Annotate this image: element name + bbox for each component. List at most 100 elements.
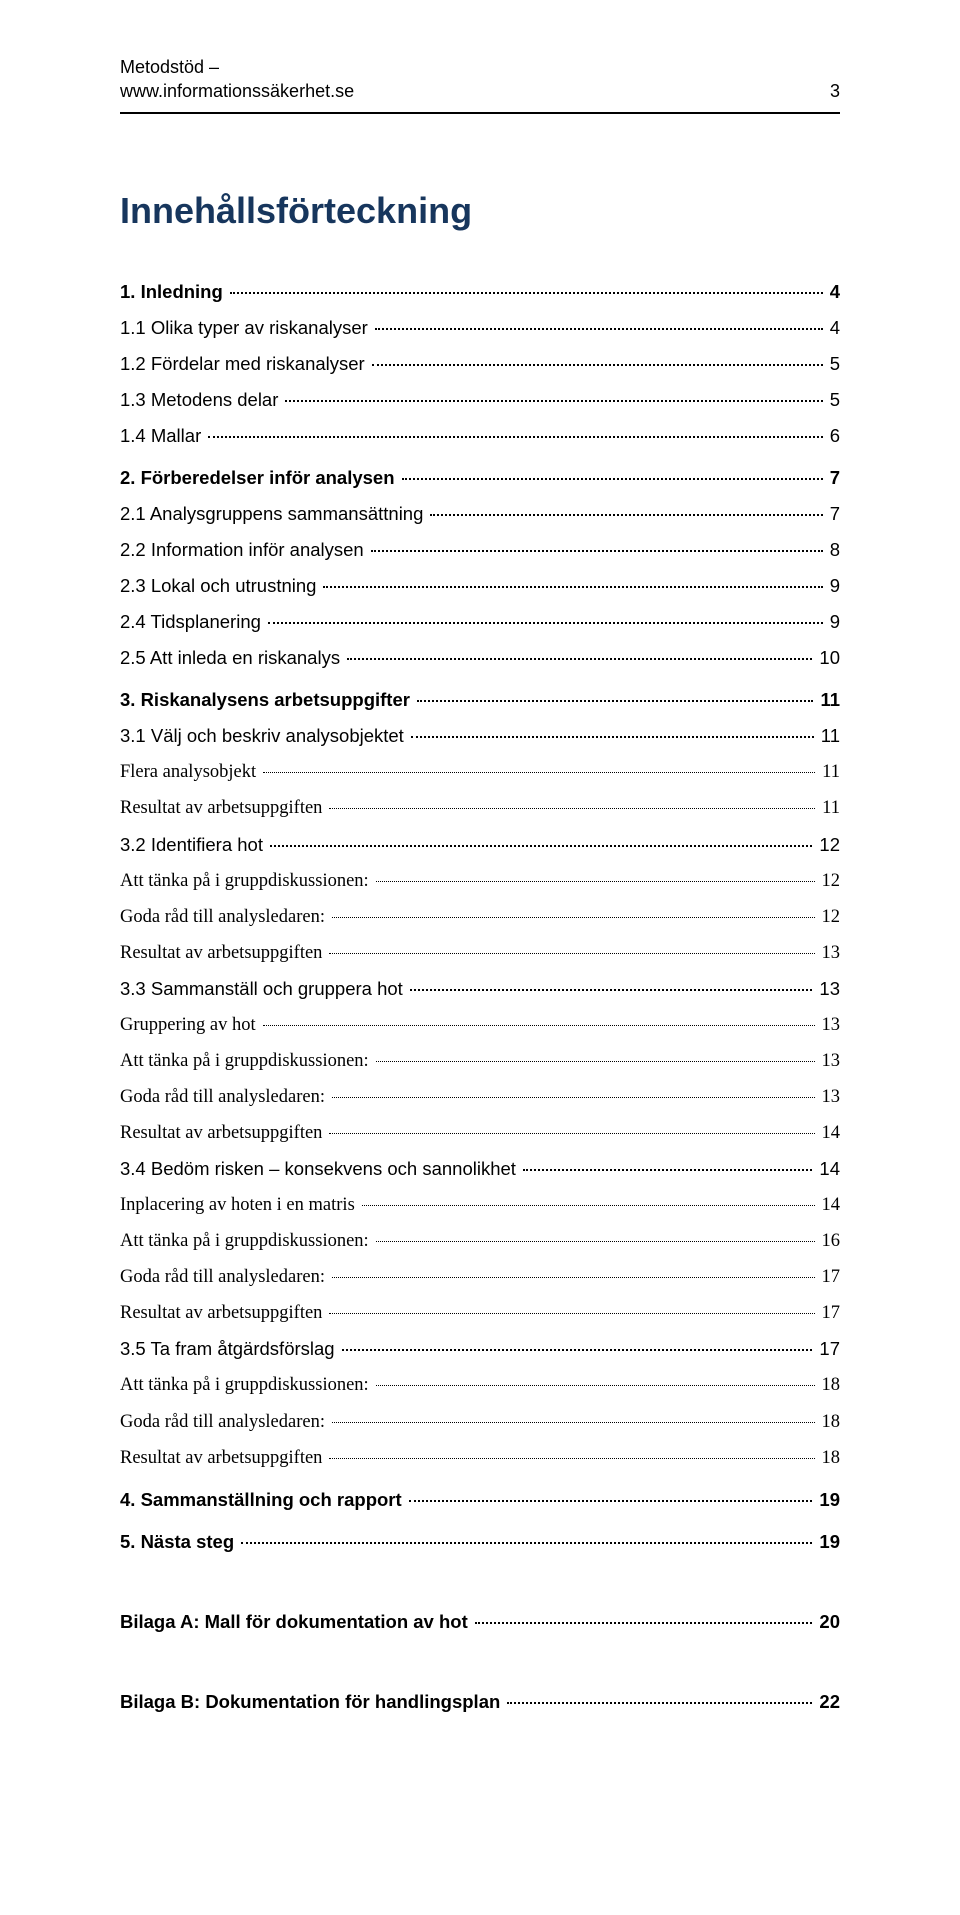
toc-entry-label: Att tänka på i gruppdiskussionen: [120,863,369,899]
toc-leader-dots [410,989,813,991]
toc-entry-page: 13 [819,971,840,1007]
toc-entry[interactable]: 1.1 Olika typer av riskanalyser4 [120,310,840,346]
toc-entry[interactable]: Goda råd till analysledaren:17 [120,1259,840,1295]
toc-entry-label: Goda råd till analysledaren: [120,1079,325,1115]
toc-entry-label: 2.2 Information inför analysen [120,532,364,568]
toc-entry[interactable]: 2.5 Att inleda en riskanalys10 [120,640,840,676]
toc-entry-page: 14 [822,1187,841,1223]
toc-entry[interactable]: 1.3 Metodens delar5 [120,382,840,418]
toc-entry-label: Att tänka på i gruppdiskussionen: [120,1223,369,1259]
toc-entry-label: 1.4 Mallar [120,418,201,454]
toc-entry[interactable]: Resultat av arbetsuppgiften18 [120,1440,840,1476]
toc-entry-page: 20 [819,1604,840,1640]
toc-leader-dots [430,514,822,516]
toc-entry[interactable]: Goda råd till analysledaren: 18 [120,1404,840,1440]
toc-leader-dots [285,400,822,402]
toc-entry-label: 1.2 Fördelar med riskanalyser [120,346,365,382]
toc-entry-label: 4. Sammanställning och rapport [120,1482,402,1518]
toc-leader-dots [342,1349,813,1351]
toc-entry[interactable]: Att tänka på i gruppdiskussionen: 12 [120,863,840,899]
toc-entry-page: 4 [830,274,840,310]
toc-entry[interactable]: Resultat av arbetsuppgiften17 [120,1295,840,1331]
toc-entry[interactable]: 3.4 Bedöm risken – konsekvens och sannol… [120,1151,840,1187]
toc-leader-dots [411,736,814,738]
toc-leader-dots [329,953,814,954]
header-page-number: 3 [830,79,840,103]
toc-entry-page: 17 [822,1295,841,1331]
toc-entry-label: Resultat av arbetsuppgiften [120,935,322,971]
toc-entry[interactable]: Goda råd till analysledaren:12 [120,899,840,935]
toc-entry-label: 2.1 Analysgruppens sammansättning [120,496,423,532]
toc-entry-label: 2. Förberedelser inför analysen [120,460,395,496]
toc-entry-label: 1.3 Metodens delar [120,382,278,418]
toc-entry[interactable]: 2.3 Lokal och utrustning9 [120,568,840,604]
toc-entry-label: Goda råd till analysledaren: [120,1259,325,1295]
toc-entry[interactable]: 3.1 Välj och beskriv analysobjektet11 [120,718,840,754]
toc-entry-page: 10 [819,640,840,676]
toc-leader-dots [375,328,823,330]
toc-entry[interactable]: Gruppering av hot13 [120,1007,840,1043]
toc-leader-dots [417,700,813,702]
toc-leader-dots [332,1277,815,1278]
toc-entry[interactable]: Resultat av arbetsuppgiften11 [120,790,840,826]
toc-leader-dots [329,1313,814,1314]
toc-entry-label: 3.2 Identifiera hot [120,827,263,863]
toc-entry[interactable]: Goda råd till analysledaren:13 [120,1079,840,1115]
toc-entry[interactable]: 3.3 Sammanställ och gruppera hot 13 [120,971,840,1007]
toc-entry-page: 11 [820,682,840,718]
toc-entry[interactable]: 5. Nästa steg 19 [120,1524,840,1560]
toc-entry[interactable]: Att tänka på i gruppdiskussionen:18 [120,1367,840,1403]
toc-leader-dots [270,845,812,847]
toc-entry-label: 3.4 Bedöm risken – konsekvens och sannol… [120,1151,516,1187]
toc-entry[interactable]: 1.2 Fördelar med riskanalyser5 [120,346,840,382]
toc-entry-page: 19 [819,1524,840,1560]
toc-entry[interactable]: 3. Riskanalysens arbetsuppgifter11 [120,682,840,718]
toc-entry[interactable]: Inplacering av hoten i en matris14 [120,1187,840,1223]
toc-leader-dots [268,622,823,624]
toc-entry-page: 18 [822,1367,841,1403]
toc-entry[interactable]: 2.2 Information inför analysen 8 [120,532,840,568]
toc-entry[interactable]: Resultat av arbetsuppgiften 14 [120,1115,840,1151]
toc-entry[interactable]: Bilaga B: Dokumentation för handlingspla… [120,1684,840,1720]
toc-leader-dots [402,478,823,480]
header-line2: www.informationssäkerhet.se 3 [120,79,840,103]
toc-entry-page: 9 [830,604,840,640]
toc-entry[interactable]: 3.5 Ta fram åtgärdsförslag17 [120,1331,840,1367]
toc-entry[interactable]: 2.4 Tidsplanering9 [120,604,840,640]
header-line1: Metodstöd – [120,55,840,79]
toc-entry[interactable]: 1.4 Mallar6 [120,418,840,454]
toc-entry-page: 18 [822,1404,841,1440]
toc-entry[interactable]: 2.1 Analysgruppens sammansättning7 [120,496,840,532]
toc-entry[interactable]: Bilaga A: Mall för dokumentation av hot2… [120,1604,840,1640]
toc-entry[interactable]: 1. Inledning4 [120,274,840,310]
toc-leader-dots [230,292,823,294]
toc-entry-label: Att tänka på i gruppdiskussionen: [120,1043,369,1079]
toc-leader-dots [372,364,823,366]
toc-leader-dots [329,1133,814,1134]
toc-entry-label: 3.3 Sammanställ och gruppera hot [120,971,403,1007]
header-underline [120,112,840,114]
toc-entry[interactable]: 2. Förberedelser inför analysen7 [120,460,840,496]
toc-entry-label: Resultat av arbetsuppgiften [120,1440,322,1476]
toc-entry-label: Resultat av arbetsuppgiften [120,1115,322,1151]
toc-entry[interactable]: Flera analysobjekt11 [120,754,840,790]
toc-entry-page: 8 [830,532,840,568]
toc-entry-page: 16 [822,1223,841,1259]
toc-leader-dots [409,1500,813,1502]
toc-entry[interactable]: Att tänka på i gruppdiskussionen: 16 [120,1223,840,1259]
toc-entry-page: 12 [822,863,841,899]
toc-entry[interactable]: Resultat av arbetsuppgiften 13 [120,935,840,971]
toc-entry[interactable]: Att tänka på i gruppdiskussionen:13 [120,1043,840,1079]
toc-leader-dots [371,550,823,552]
toc-entry-label: Goda råd till analysledaren: [120,1404,325,1440]
toc-entry[interactable]: 4. Sammanställning och rapport19 [120,1482,840,1518]
toc-entry-label: 5. Nästa steg [120,1524,234,1560]
toc-leader-dots [507,1702,812,1704]
toc-leader-dots [329,808,815,809]
toc-entry[interactable]: 3.2 Identifiera hot12 [120,827,840,863]
toc-entry-page: 13 [822,935,841,971]
toc-leader-dots [332,917,815,918]
toc-leader-dots [347,658,812,660]
running-header: Metodstöd – www.informationssäkerhet.se … [120,55,840,104]
toc-entry-page: 14 [822,1115,841,1151]
